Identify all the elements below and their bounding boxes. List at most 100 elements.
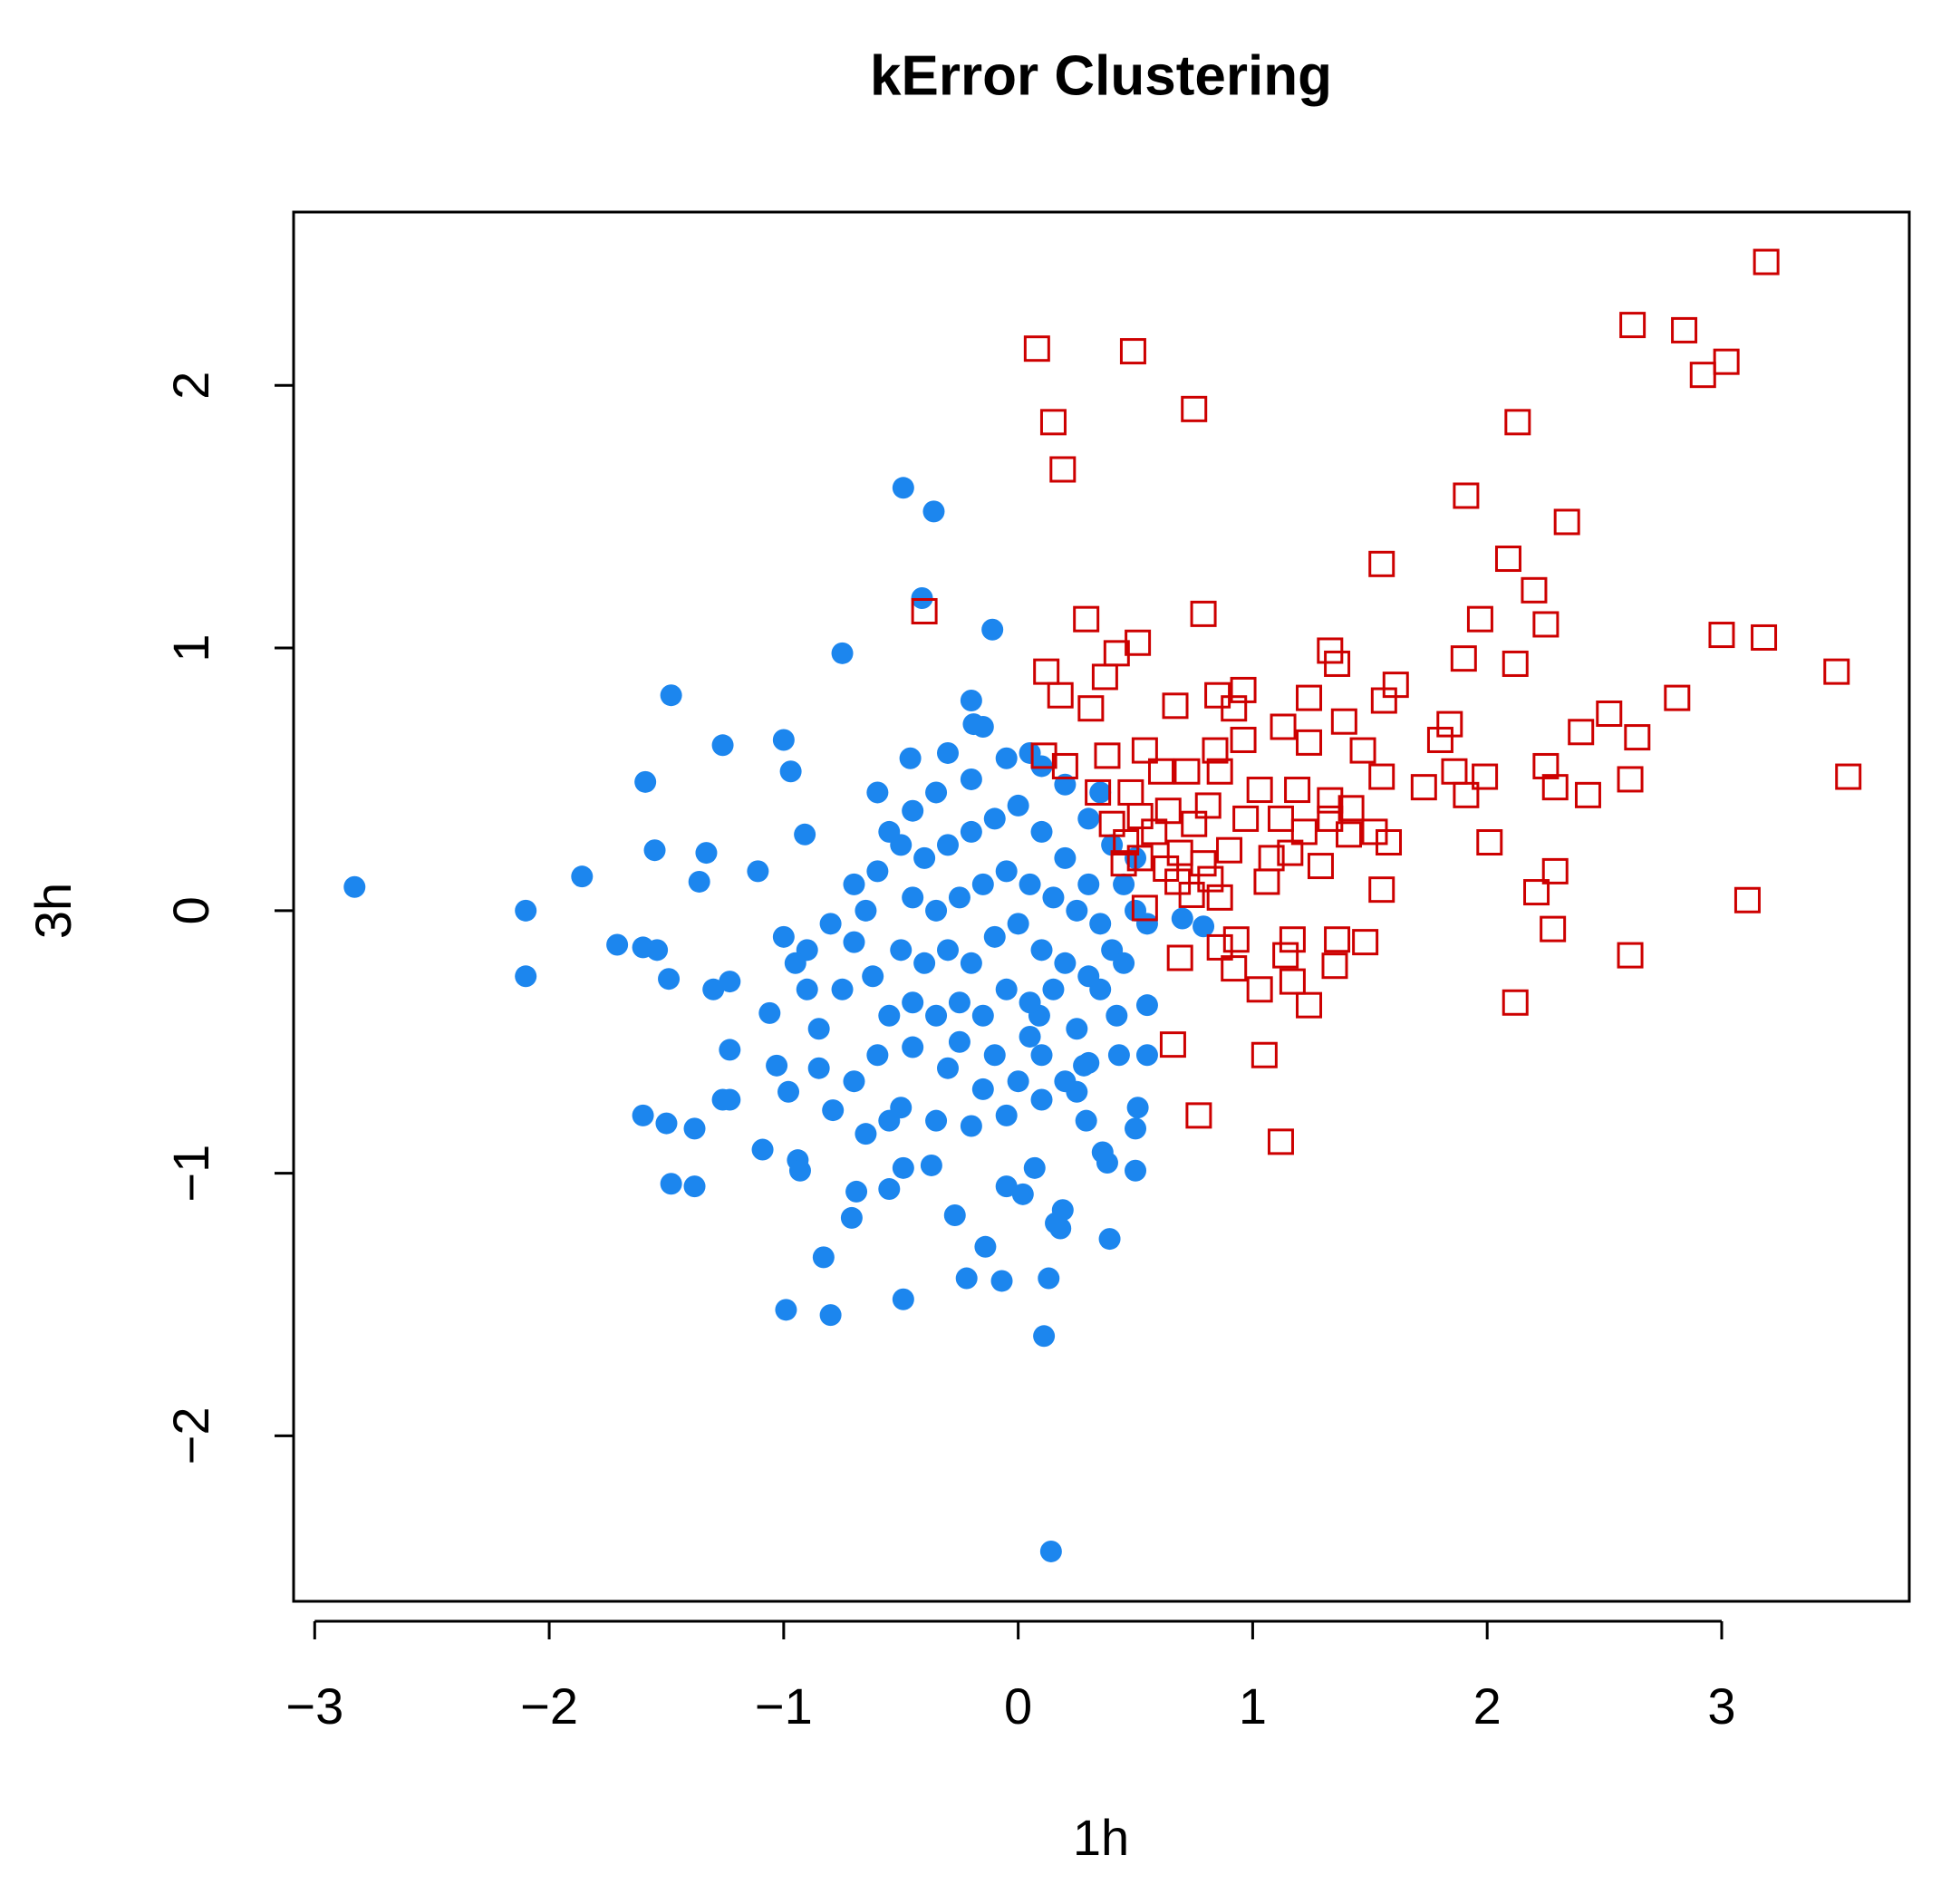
square-point — [1131, 737, 1158, 764]
circle-point — [913, 846, 936, 869]
circle-point — [515, 899, 537, 922]
square-point — [1194, 792, 1222, 819]
y-tick-label: 2 — [162, 372, 219, 400]
circle-point — [866, 1044, 889, 1067]
circle-point — [892, 1288, 914, 1310]
circle-point — [843, 931, 865, 953]
square-point — [1624, 724, 1651, 751]
circle-point — [902, 991, 924, 1014]
circle-point — [1089, 781, 1112, 804]
square-point — [1253, 868, 1280, 895]
square-point — [1272, 942, 1299, 969]
circle-point — [1135, 1044, 1158, 1067]
square-point — [1317, 787, 1344, 814]
y-axis-title: 3h — [24, 883, 82, 939]
square-point — [1450, 645, 1477, 672]
square-point — [1307, 853, 1334, 880]
square-point — [1352, 929, 1379, 956]
square-point — [1230, 676, 1257, 703]
circle-point — [1125, 1117, 1147, 1140]
square-point — [1436, 710, 1463, 738]
circle-point — [822, 1099, 845, 1122]
circle-point — [1049, 1217, 1072, 1240]
square-point — [1751, 623, 1778, 651]
circle-point — [920, 1154, 942, 1176]
circle-point — [1113, 873, 1135, 895]
circle-point — [683, 1175, 706, 1198]
circle-point — [990, 1270, 1013, 1292]
circle-point — [971, 1078, 994, 1100]
circle-point — [1089, 913, 1112, 935]
square-point — [1119, 338, 1146, 365]
square-point — [1521, 576, 1548, 604]
circle-point — [902, 1036, 924, 1058]
square-point — [1277, 839, 1304, 866]
circle-point — [866, 781, 889, 804]
circle-point — [840, 1206, 863, 1229]
circle-point — [878, 1109, 901, 1132]
square-point — [1190, 600, 1217, 627]
circle-point — [812, 1246, 835, 1269]
square-point — [1453, 781, 1480, 808]
x-tick-label: 2 — [1473, 1677, 1502, 1735]
circle-point — [1042, 978, 1065, 1000]
circle-point — [719, 1088, 741, 1111]
square-point — [1023, 335, 1050, 362]
circle-point — [1126, 1097, 1149, 1119]
circle-point — [1030, 939, 1053, 962]
x-tick-label: −1 — [755, 1677, 813, 1735]
circle-point — [892, 477, 914, 499]
circle-point — [960, 952, 982, 974]
circle-point — [974, 1235, 997, 1258]
square-point — [1426, 726, 1453, 753]
square-point — [1410, 774, 1437, 801]
circle-point — [784, 952, 806, 974]
circle-point — [995, 978, 1018, 1000]
square-point — [1051, 752, 1078, 779]
circle-point — [936, 1057, 959, 1079]
circle-point — [1030, 1044, 1053, 1067]
circle-point — [1054, 952, 1077, 974]
circle-point — [902, 799, 924, 822]
square-point — [1091, 663, 1118, 691]
circle-point — [1125, 1159, 1147, 1182]
circle-point — [925, 1109, 948, 1132]
circle-point — [1019, 1025, 1041, 1048]
circle-point — [1051, 1199, 1074, 1222]
circle-point — [779, 760, 802, 783]
circle-point — [1077, 1051, 1100, 1074]
square-point — [1185, 1102, 1212, 1129]
circle-point — [971, 1004, 994, 1027]
circle-point — [1113, 952, 1135, 974]
circle-point — [646, 939, 669, 962]
circle-point — [343, 875, 366, 898]
square-point — [1085, 778, 1112, 806]
square-point — [1532, 752, 1560, 779]
circle-point — [925, 899, 948, 922]
circle-point — [1007, 794, 1029, 817]
circle-point — [1019, 991, 1041, 1014]
square-point — [1671, 316, 1698, 343]
x-tick-label: 0 — [1004, 1677, 1032, 1735]
square-point — [1216, 836, 1243, 864]
square-point — [1039, 409, 1067, 436]
circle-point — [890, 834, 913, 856]
circle-point — [775, 1299, 797, 1321]
circle-point — [983, 925, 1006, 948]
circle-point — [751, 1138, 774, 1161]
square-point — [1708, 622, 1735, 649]
circle-point — [807, 1018, 830, 1040]
circle-point — [960, 768, 982, 790]
square-point — [1466, 605, 1493, 633]
circle-point — [719, 971, 741, 993]
square-point — [1368, 876, 1395, 904]
circle-point — [878, 1178, 901, 1201]
circle-point — [890, 939, 913, 962]
square-point — [1368, 763, 1395, 790]
square-point — [1502, 989, 1529, 1016]
square-point — [1270, 713, 1297, 740]
circle-point — [819, 1304, 842, 1327]
circle-point — [1030, 1088, 1053, 1111]
